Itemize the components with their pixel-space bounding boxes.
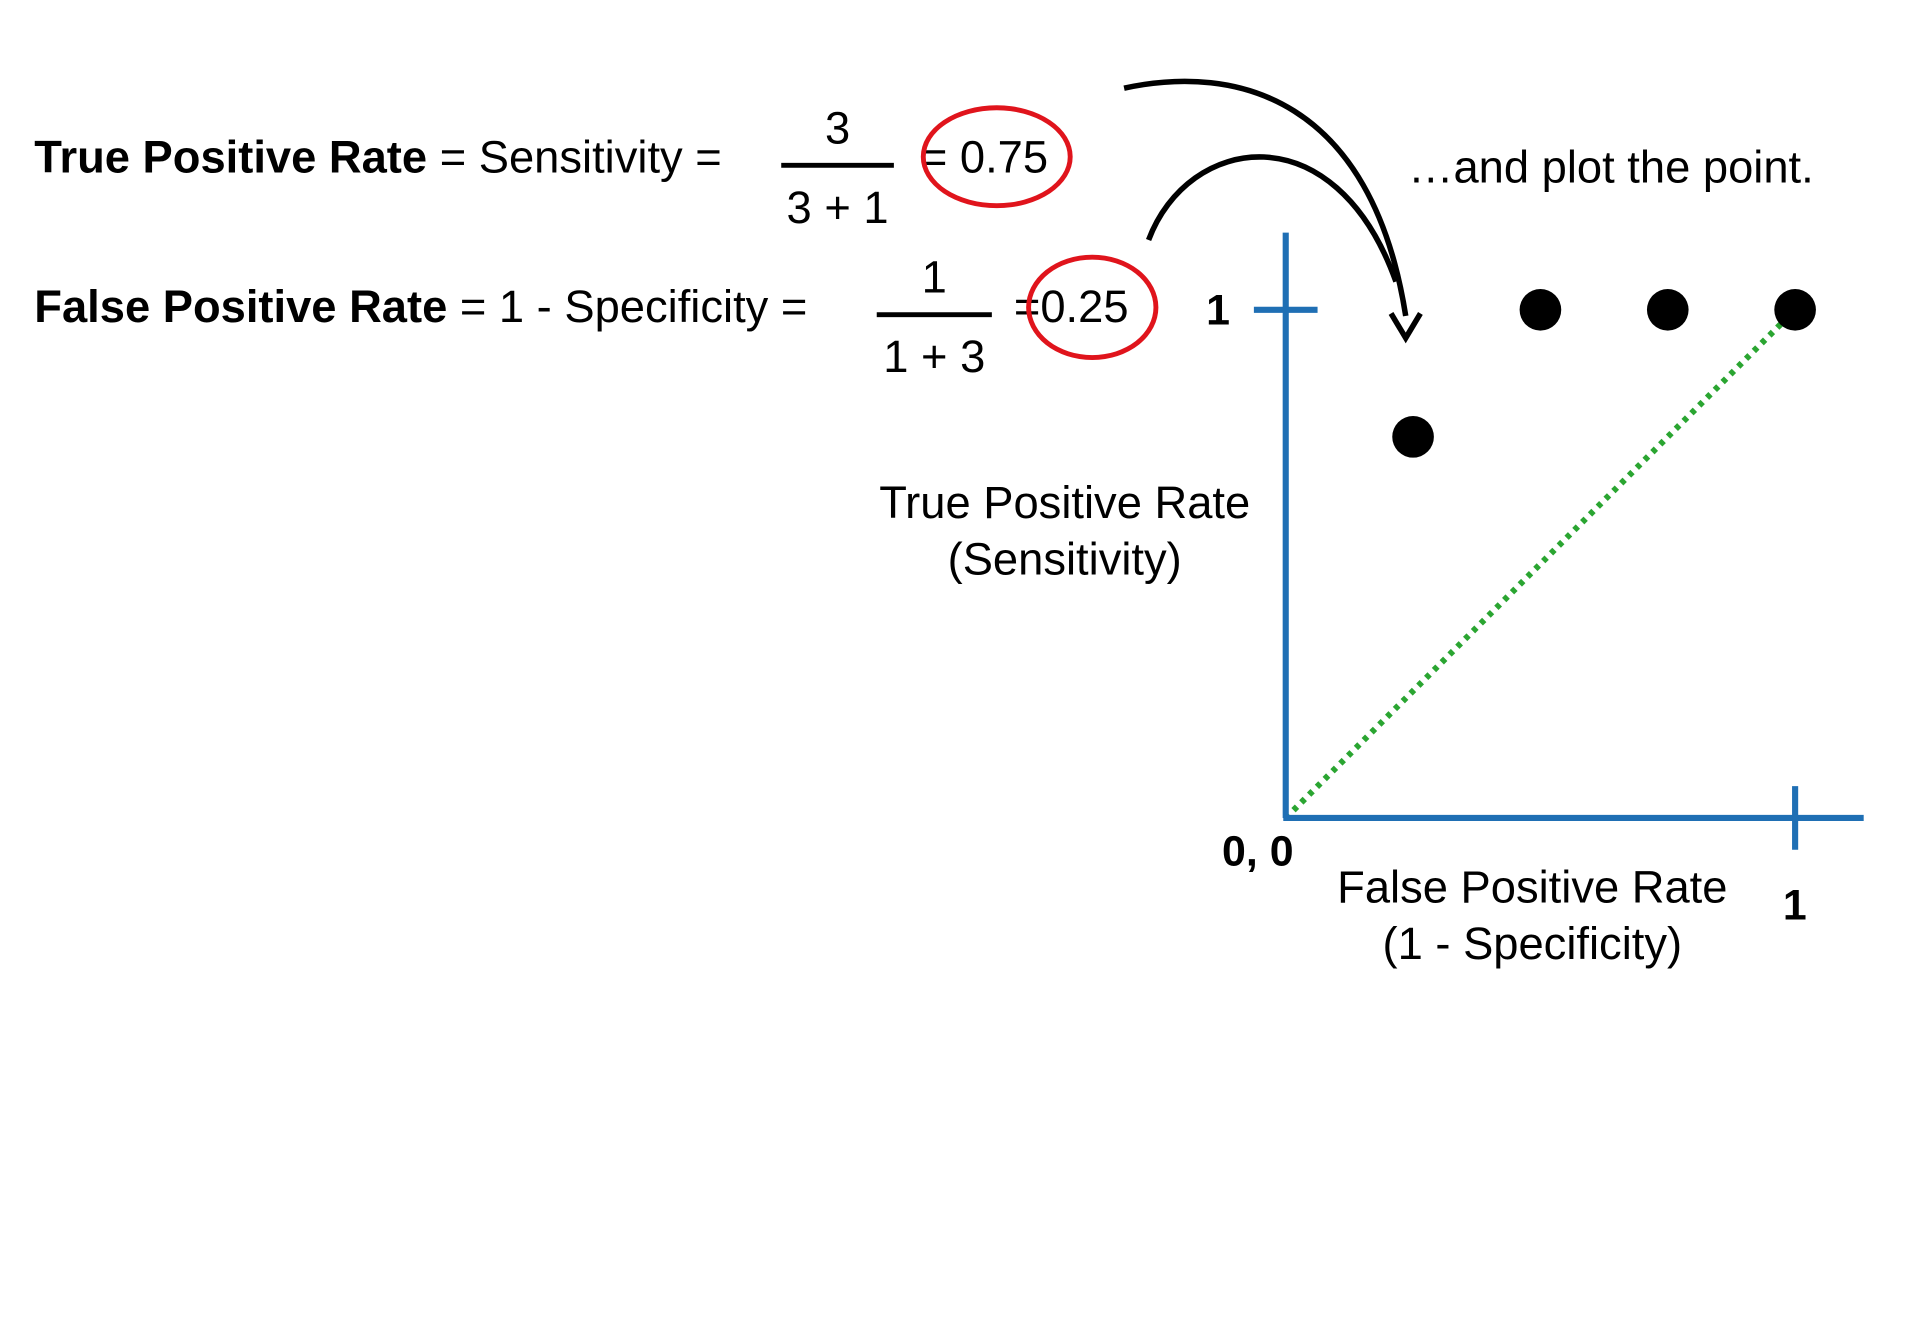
data-point-3 <box>1646 288 1689 331</box>
y-axis-label-line1: True Positive Rate <box>879 477 1251 528</box>
tpr-arrow <box>1123 78 1409 317</box>
tpr-numerator: 3 <box>824 102 851 154</box>
reference-diagonal-line <box>1283 307 1798 821</box>
data-point-4 <box>1774 288 1816 331</box>
y-axis-label-line2: (Sensitivity) <box>947 534 1182 585</box>
fpr-arrow <box>1145 154 1399 283</box>
tpr-fraction-bar <box>781 162 894 168</box>
fpr-denominator: 1 + 3 <box>883 331 986 383</box>
fpr-fraction-bar <box>876 312 992 318</box>
tpr-middle: = Sensitivity = <box>427 132 722 183</box>
fpr-label: False Positive Rate <box>34 281 448 332</box>
tpr-highlight-circle <box>920 105 1073 209</box>
tpr-fraction: 3 3 + 1 <box>781 105 894 230</box>
fpr-equation-text: False Positive Rate = 1 - Specificity = <box>34 284 807 329</box>
tpr-equation-text: True Positive Rate = Sensitivity = <box>34 135 721 180</box>
data-point-1 <box>1392 416 1434 458</box>
x-axis-label: False Positive Rate (1 - Specificity) <box>1337 860 1727 973</box>
fpr-highlight-circle <box>1026 254 1159 361</box>
x-axis-label-line2: (1 - Specificity) <box>1382 918 1683 969</box>
data-point-2 <box>1519 288 1562 331</box>
fpr-middle: = 1 - Specificity = <box>447 281 808 332</box>
arrow-head-icon <box>1388 312 1423 344</box>
x-tick-label: 1 <box>1782 881 1807 930</box>
fpr-numerator: 1 <box>921 252 947 303</box>
tpr-label: True Positive Rate <box>34 132 428 183</box>
origin-label: 0, 0 <box>1222 827 1294 876</box>
fpr-fraction: 1 1 + 3 <box>876 252 992 383</box>
y-tick-label: 1 <box>1206 286 1230 335</box>
tpr-denominator: 3 + 1 <box>786 182 889 233</box>
plot-area <box>1253 232 1864 850</box>
plot-note: …and plot the point. <box>1408 142 1814 193</box>
roc-chart <box>1123 78 1864 850</box>
x-axis-label-line1: False Positive Rate <box>1337 862 1728 913</box>
y-axis-label: True Positive Rate (Sensitivity) <box>879 475 1250 588</box>
